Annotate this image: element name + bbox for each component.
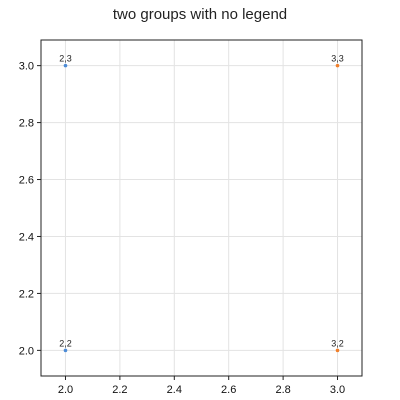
data-label: 2,2 — [59, 338, 72, 348]
y-tick-label: 2.4 — [19, 231, 34, 243]
plot-frame — [40, 39, 363, 377]
x-tick-label: 2.0 — [58, 384, 73, 396]
data-label: 3,3 — [331, 54, 344, 64]
data-label: 3,2 — [331, 338, 344, 348]
x-tick-label: 2.4 — [167, 384, 182, 396]
y-tick-label: 2.6 — [19, 175, 34, 187]
grid-layer — [41, 40, 362, 376]
data-point — [335, 63, 340, 68]
y-tick-label: 3.0 — [19, 61, 34, 73]
data-label: 2,3 — [59, 54, 72, 64]
x-tick-label: 2.2 — [112, 384, 127, 396]
x-tick-label: 2.8 — [275, 384, 290, 396]
y-tick-label: 2.8 — [19, 118, 34, 130]
data-point — [63, 63, 68, 68]
y-tick-label: 2.0 — [19, 345, 34, 357]
chart-title: two groups with no legend — [112, 6, 288, 23]
axes-layer: 2.0 2.2 2.4 2.6 2.8 3.0 2.0 2.2 2.4 2.6 2.8 3.0 — [19, 39, 363, 396]
x-tick-label: 2.6 — [221, 384, 236, 396]
points-layer: 2,3 2,2 3,3 3,2 — [59, 54, 344, 353]
data-point — [63, 348, 68, 353]
data-point — [335, 348, 340, 353]
x-tick-label: 3.0 — [330, 384, 345, 396]
y-tick-label: 2.2 — [19, 288, 34, 300]
